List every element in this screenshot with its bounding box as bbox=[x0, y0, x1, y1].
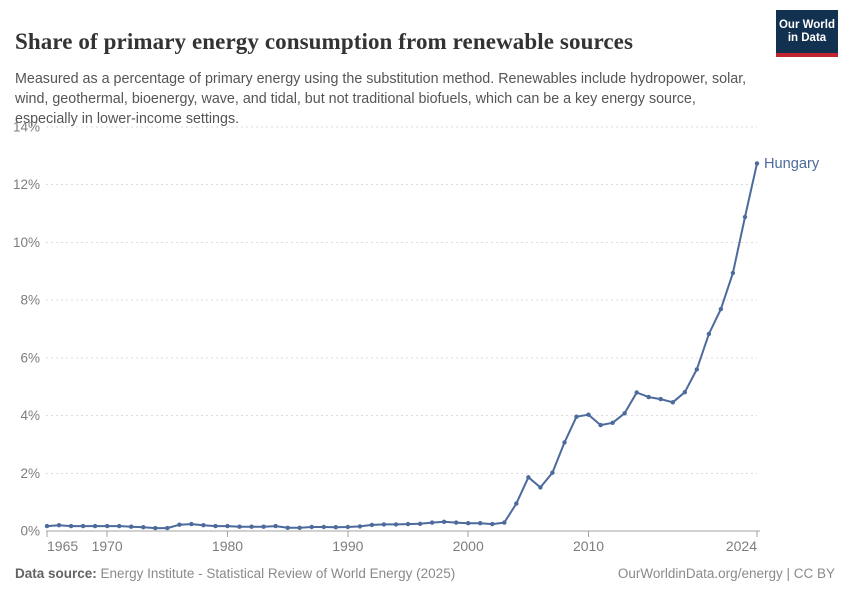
data-point[interactable] bbox=[514, 501, 519, 506]
data-point[interactable] bbox=[141, 525, 146, 530]
data-point[interactable] bbox=[478, 521, 483, 526]
y-axis-label: 12% bbox=[13, 177, 40, 192]
x-axis-label: 1970 bbox=[92, 538, 123, 554]
data-point[interactable] bbox=[550, 470, 555, 475]
data-point[interactable] bbox=[526, 475, 531, 480]
data-point[interactable] bbox=[502, 520, 507, 525]
data-point[interactable] bbox=[658, 396, 663, 402]
data-point[interactable] bbox=[285, 525, 290, 530]
data-point[interactable] bbox=[273, 523, 278, 529]
data-point[interactable] bbox=[357, 524, 363, 529]
data-source-line: Data source: Energy Institute - Statisti… bbox=[15, 566, 455, 581]
data-point[interactable] bbox=[44, 523, 50, 529]
data-point[interactable] bbox=[454, 520, 459, 525]
x-axis-label: 1980 bbox=[212, 538, 243, 554]
line-chart[interactable]: 0% 2% 4% 6% 8% 10% 12% 14% 1965 1970 1980 1990 2000 2… bbox=[0, 113, 850, 565]
data-point[interactable] bbox=[129, 524, 134, 529]
data-point[interactable] bbox=[441, 519, 447, 524]
chart-subtitle: Measured as a percentage of primary ener… bbox=[15, 71, 747, 128]
data-source-text: Energy Institute - Statistical Review of… bbox=[100, 566, 456, 581]
data-point[interactable] bbox=[189, 521, 194, 527]
data-point[interactable] bbox=[333, 525, 338, 530]
data-source-label: Data source: bbox=[15, 566, 97, 581]
x-axis-label: 2000 bbox=[453, 538, 484, 554]
data-point[interactable] bbox=[466, 521, 471, 526]
y-axis-label: 14% bbox=[13, 120, 40, 135]
data-point[interactable] bbox=[634, 390, 639, 395]
data-point[interactable] bbox=[321, 524, 326, 530]
chart-footer: Data source: Energy Institute - Statisti… bbox=[15, 566, 835, 581]
data-point[interactable] bbox=[105, 523, 110, 529]
y-axis-label: 0% bbox=[20, 524, 40, 539]
data-point[interactable] bbox=[213, 523, 218, 529]
data-point[interactable] bbox=[80, 523, 86, 529]
data-point[interactable] bbox=[538, 485, 543, 490]
data-point[interactable] bbox=[237, 524, 242, 529]
data-point[interactable] bbox=[742, 214, 748, 220]
data-point[interactable] bbox=[490, 521, 495, 527]
data-point[interactable] bbox=[682, 390, 687, 395]
owid-logo-box: Our World in Data bbox=[776, 10, 838, 53]
data-point[interactable] bbox=[201, 523, 206, 528]
data-point[interactable] bbox=[225, 523, 230, 529]
x-axis-label: 2010 bbox=[573, 538, 604, 554]
data-point[interactable] bbox=[261, 524, 266, 529]
page-title: Share of primary energy consumption from… bbox=[15, 29, 634, 55]
data-point[interactable] bbox=[381, 522, 387, 527]
data-point[interactable] bbox=[646, 394, 651, 400]
data-point[interactable] bbox=[345, 524, 350, 530]
y-axis-label: 6% bbox=[20, 350, 40, 365]
y-axis-label: 8% bbox=[20, 293, 40, 308]
data-point[interactable] bbox=[393, 522, 399, 527]
data-point[interactable] bbox=[117, 523, 122, 529]
data-point[interactable] bbox=[622, 411, 627, 416]
data-point[interactable] bbox=[718, 306, 724, 312]
owid-logo-line2: in Data bbox=[787, 31, 827, 44]
owid-credit-link[interactable]: OurWorldinData.org/energy | CC BY bbox=[617, 566, 835, 581]
data-point[interactable] bbox=[562, 440, 567, 445]
data-point[interactable] bbox=[754, 161, 760, 166]
data-point[interactable] bbox=[405, 521, 411, 527]
y-axis-label: 10% bbox=[13, 235, 40, 250]
y-axis-label: 4% bbox=[20, 408, 40, 423]
series-end-label[interactable]: Hungary bbox=[764, 156, 820, 172]
data-point[interactable] bbox=[670, 400, 675, 405]
data-point[interactable] bbox=[297, 525, 302, 530]
data-point[interactable] bbox=[417, 521, 423, 526]
data-point[interactable] bbox=[56, 523, 62, 528]
data-point[interactable] bbox=[153, 525, 158, 531]
data-point[interactable] bbox=[309, 524, 314, 530]
data-point[interactable] bbox=[68, 523, 74, 529]
x-axis-label: 1990 bbox=[332, 538, 363, 554]
data-point[interactable] bbox=[177, 522, 182, 527]
data-point[interactable] bbox=[429, 520, 435, 525]
y-axis-label: 2% bbox=[20, 466, 40, 481]
data-point[interactable] bbox=[92, 523, 98, 529]
data-point[interactable] bbox=[574, 414, 579, 419]
data-point[interactable] bbox=[598, 422, 603, 428]
x-axis-label: 1965 bbox=[47, 538, 78, 554]
owid-logo-accent-bar bbox=[776, 53, 838, 57]
data-point[interactable] bbox=[369, 522, 375, 528]
owid-logo-line1: Our World bbox=[778, 18, 835, 31]
data-point[interactable] bbox=[706, 331, 712, 337]
data-point[interactable] bbox=[694, 367, 699, 372]
x-axis-label: 2024 bbox=[726, 538, 757, 554]
data-point[interactable] bbox=[730, 270, 736, 276]
data-point[interactable] bbox=[610, 420, 615, 425]
owid-logo[interactable]: Our World in Data bbox=[776, 10, 838, 57]
data-point[interactable] bbox=[586, 412, 591, 417]
data-point[interactable] bbox=[249, 524, 254, 529]
data-point[interactable] bbox=[165, 525, 170, 531]
